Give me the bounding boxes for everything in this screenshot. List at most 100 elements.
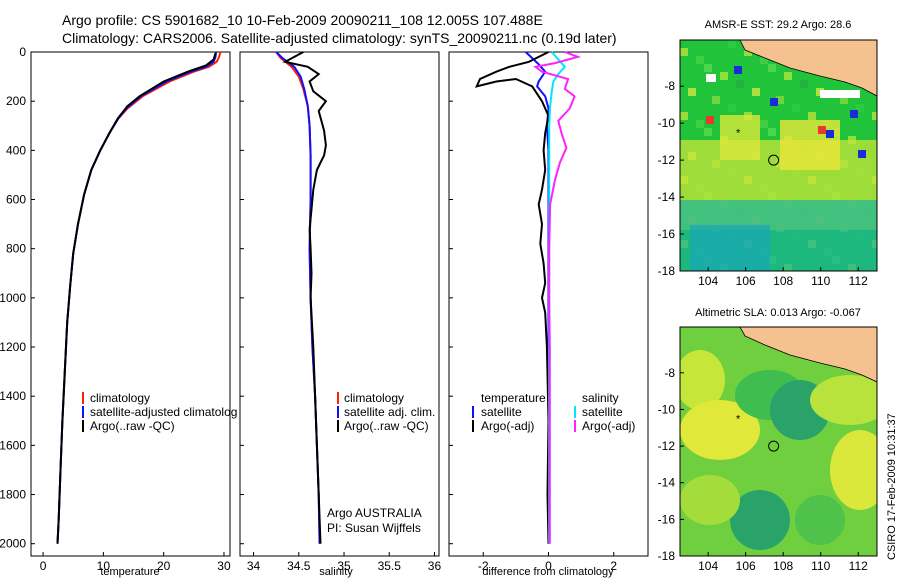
difference-panel: -2 0 2 difference from climatology tempera… xyxy=(448,51,649,578)
sst-argo-marker xyxy=(768,154,780,166)
map-xtick-label: 110 xyxy=(811,559,830,573)
legend-text-temp-satellite: satellite xyxy=(481,405,522,419)
difference-xlabel: difference from climatology xyxy=(482,566,614,578)
map-ytick-label: -14 xyxy=(658,190,676,204)
map-ytick-label: -10 xyxy=(658,402,676,416)
sst-map-image xyxy=(680,40,877,271)
temperature-panel: 0 200 400 600 800 1000 1200 1400 1600 1800 2000 0 10… xyxy=(0,45,237,578)
legend-text-satellite: satellite adj. clim. xyxy=(344,405,435,419)
sst-star-marker: * xyxy=(736,127,741,139)
xtick-label: 10 xyxy=(97,559,111,573)
series-line xyxy=(548,51,567,544)
series-line xyxy=(56,51,218,544)
ytick-label: 1600 xyxy=(0,438,26,452)
map-ytick-label: -14 xyxy=(658,476,676,490)
ytick-label: 1400 xyxy=(0,389,26,403)
xtick-label: 20 xyxy=(157,559,171,573)
series-line xyxy=(56,51,222,544)
difference-legend: temperature satellite Argo(-adj) salinit… xyxy=(472,391,635,433)
legend-text-climatology: climatology xyxy=(344,391,404,405)
legend-text-temperature-heading: temperature xyxy=(481,391,546,405)
difference-lines xyxy=(474,51,582,544)
map-xtick-label: 104 xyxy=(698,559,718,573)
legend-text-temp-argo: Argo(-adj) xyxy=(481,419,534,433)
sst-map-title: AMSR-E SST: 29.2 Argo: 28.6 xyxy=(705,19,852,31)
temperature-ticks: 0 200 400 600 800 1000 1200 1400 1600 1800 2000 0 10… xyxy=(0,45,231,573)
salinity-lines xyxy=(275,51,328,544)
temperature-legend: climatology satellite-adjusted climatolo… xyxy=(82,391,237,433)
sla-map-image xyxy=(680,327,877,556)
xtick-label: 34 xyxy=(247,559,261,573)
ytick-label: 800 xyxy=(6,242,26,256)
header-line-1: Argo profile: CS 5901682_10 10-Feb-2009 … xyxy=(62,12,543,28)
sla-argo-marker xyxy=(768,440,780,452)
map-ytick-label: -8 xyxy=(664,79,675,93)
map-xtick-label: 106 xyxy=(736,559,756,573)
series-line xyxy=(474,51,550,544)
ytick-label: 1000 xyxy=(0,291,26,305)
xtick-label: 35.5 xyxy=(378,559,402,573)
xtick-label: 36 xyxy=(428,559,442,573)
map-xtick-label: 104 xyxy=(698,274,718,288)
xtick-label: 0 xyxy=(545,559,552,573)
xtick-label: -2 xyxy=(478,559,489,573)
map-ytick-label: -18 xyxy=(658,264,676,278)
salinity-panel: 34 34.5 35 35.5 36 salinity climatology sate… xyxy=(239,51,442,578)
salinity-ticks: 34 34.5 35 35.5 36 xyxy=(240,51,442,573)
sst-land-shape xyxy=(739,40,877,97)
map-xtick-label: 108 xyxy=(773,559,793,573)
legend-text-salinity-heading: salinity xyxy=(582,391,619,405)
annotation-line-2: PI: Susan Wijffels xyxy=(327,521,421,535)
legend-text-satellite: satellite-adjusted climatolog xyxy=(90,405,237,419)
legend-text-argo: Argo(..raw -QC) xyxy=(344,419,429,433)
map-xtick-label: 112 xyxy=(849,559,868,573)
map-xtick-label: 106 xyxy=(736,274,756,288)
salinity-legend: climatology satellite adj. clim. Argo(..… xyxy=(337,391,435,433)
map-xtick-label: 108 xyxy=(773,274,793,288)
ytick-label: 400 xyxy=(6,143,26,157)
sla-star-marker: * xyxy=(736,414,741,426)
sla-map-frame xyxy=(679,326,878,557)
sla-map-panel: Altimetric SLA: 0.013 Argo: -0.067 104 10… xyxy=(658,307,878,573)
legend-text-sal-argo: Argo(-adj) xyxy=(582,419,635,433)
xtick-label: 35 xyxy=(337,559,351,573)
ytick-label: 1200 xyxy=(0,340,26,354)
series-line xyxy=(275,51,321,544)
map-ytick-label: -16 xyxy=(658,227,676,241)
temperature-xlabel: temperature xyxy=(100,566,159,578)
map-ytick-label: -10 xyxy=(658,116,676,130)
xtick-label: 0 xyxy=(40,559,47,573)
series-line xyxy=(525,51,550,544)
temperature-axes-frame xyxy=(30,51,231,557)
map-xtick-label: 110 xyxy=(811,274,830,288)
ytick-label: 600 xyxy=(6,193,26,207)
xtick-label: 30 xyxy=(217,559,231,573)
legend-text-climatology: climatology xyxy=(90,391,150,405)
xtick-label: 2 xyxy=(610,559,617,573)
map-ytick-label: -12 xyxy=(658,153,676,167)
series-line xyxy=(282,51,328,544)
ytick-label: 2000 xyxy=(0,537,26,551)
legend-text-argo: Argo(..raw -QC) xyxy=(90,419,175,433)
ytick-label: 1800 xyxy=(0,488,26,502)
salinity-xlabel: salinity xyxy=(319,566,353,578)
sla-map-ticks: 104 106 108 110 112 -8 -10 -12 -14 -16 -18 xyxy=(658,366,868,573)
sst-map-ticks: 104 106 108 110 112 -8 -10 -12 -14 -16 -18 xyxy=(658,79,868,288)
sst-map-panel: AMSR-E SST: 29.2 Argo: 28.6 xyxy=(658,19,878,288)
map-ytick-label: -18 xyxy=(658,549,676,563)
annotation-line-1: Argo AUSTRALIA xyxy=(327,506,422,520)
map-ytick-label: -12 xyxy=(658,439,676,453)
sst-map-frame xyxy=(679,39,878,272)
header-line-2: Climatology: CARS2006. Satellite-adjuste… xyxy=(62,30,617,46)
ytick-label: 0 xyxy=(19,45,26,59)
legend-text-sal-satellite: satellite xyxy=(582,405,623,419)
difference-ticks: -2 0 2 xyxy=(449,51,617,573)
salinity-axes-frame xyxy=(239,51,440,557)
sla-map-title: Altimetric SLA: 0.013 Argo: -0.067 xyxy=(695,307,861,319)
xtick-label: 34.5 xyxy=(287,559,311,573)
side-timestamp-label: CSIRO 17-Feb-2009 10:31:37 xyxy=(886,413,898,560)
map-ytick-label: -16 xyxy=(658,512,676,526)
series-line xyxy=(533,51,582,544)
